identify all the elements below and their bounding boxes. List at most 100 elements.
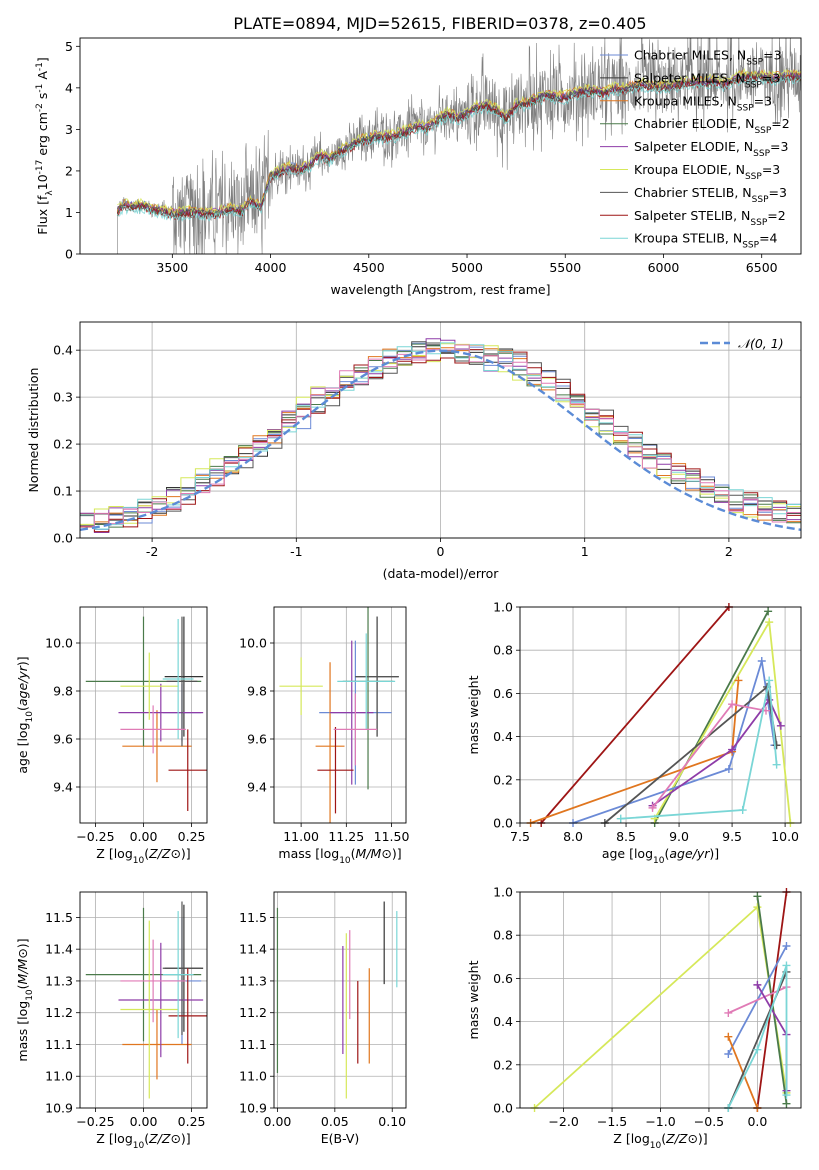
y-tick-label: 11.1: [45, 1037, 73, 1052]
y-tick-label: 11.5: [45, 910, 73, 925]
y-axis-label-part: 10: [25, 711, 35, 723]
y-tick-label: 0.8: [493, 928, 513, 943]
residual-histogram-panel: -2 -1 0 1 2 0.0 0.1 0.2 0.3 0.4 (data-model)/error…: [26, 321, 802, 581]
grid-lines: [274, 607, 406, 823]
age-vs-metallicity-panel: −0.25 0.00 0.259.49.69.810.0Z [log10(Z/Z⊙)…: [15, 606, 208, 866]
plus-marker: [648, 803, 657, 812]
legend-label-part: =2: [767, 208, 785, 223]
x-axis-label-part: 10: [650, 1141, 662, 1151]
x-axis-label-part: Z [log: [96, 846, 132, 861]
errorbar-kroupa-miles: [122, 710, 192, 783]
y-axis-label-part: 10: [35, 174, 50, 190]
figure-title: PLATE=0894, MJD=52615, FIBERID=0378, z=0…: [233, 14, 646, 33]
axes-frame: [79, 321, 802, 539]
y-axis-label-part: (: [15, 706, 30, 711]
x-tick-label: 5000: [451, 260, 483, 275]
y-axis-label-part: A: [35, 71, 50, 84]
y-tick-label: 10.9: [239, 1101, 267, 1116]
x-axis-label: age [log10(age/yr)]: [602, 846, 719, 866]
y-tick-label: 3: [65, 122, 73, 137]
x-axis-label-part: M/M⊙: [356, 846, 392, 861]
plus-marker: [772, 741, 781, 750]
y-tick-label: 0.4: [53, 343, 73, 358]
model-line-salpeter-stelib: [116, 74, 801, 221]
x-axis-label-part: Z/Z⊙: [148, 1131, 181, 1146]
x-tick-label: 0.00: [264, 1114, 292, 1129]
axes-frame: [519, 606, 802, 824]
axes-frame: [519, 891, 802, 1109]
x-axis-label: E(B-V): [321, 1131, 360, 1146]
axes-frame: [273, 606, 407, 824]
y-axis-label-part: erg cm: [35, 112, 50, 160]
errorbar-kroupa-elodie: [279, 657, 323, 715]
y-tick-label: 9.8: [247, 684, 267, 699]
y-tick-label: 10.9: [45, 1101, 73, 1116]
x-tick-label: 10.0: [771, 829, 799, 844]
x-axis-label-part: Z [log: [613, 1131, 649, 1146]
y-tick-label: 11.3: [45, 973, 73, 988]
y-axis-label-part: )]: [15, 656, 30, 666]
mass-vs-ebv-panel: 0.00 0.05 0.10 10.9 11.0 11.1 11.2 11.3 11.4 11.5…: [239, 891, 407, 1146]
y-tick-label: 0.6: [493, 686, 513, 701]
series-line: [727, 965, 788, 1109]
legend: 𝒩(0, 1): [700, 336, 784, 351]
y-axis-label: mass weight: [466, 675, 481, 754]
errorbar-kroupa-elodie: [120, 920, 179, 1099]
x-tick-label: 6500: [746, 260, 778, 275]
y-tick-label: 11.4: [45, 942, 73, 957]
y-tick-label: 0.4: [493, 729, 513, 744]
x-axis-label-part: )]: [181, 1131, 191, 1146]
y-tick-label: 11.2: [45, 1005, 73, 1020]
y-tick-label: 11.5: [239, 910, 267, 925]
mass-weight-lines: [526, 603, 795, 827]
y-tick-label: 0.3: [53, 390, 73, 405]
x-axis-label-part: age/yr: [669, 846, 710, 861]
histogram-salpeter-elodie: [80, 338, 801, 533]
error-bars: [279, 607, 399, 823]
y-axis-label: mass weight: [466, 960, 481, 1039]
legend-label-part: Salpeter MILES, N: [634, 70, 745, 85]
plus-marker: [724, 1050, 733, 1058]
plus-marker: [728, 745, 737, 754]
plus-marker: [616, 814, 625, 823]
y-tick-label: 2: [65, 163, 73, 178]
y-tick-label: 0: [65, 247, 73, 262]
age-vs-mass-panel: 11.00 11.25 11.50 9.4 9.6 9.8 10.0 mass [log10(…: [239, 606, 409, 866]
x-tick-label: 9.0: [669, 829, 689, 844]
y-tick-label: 0.0: [53, 531, 73, 546]
legend-label-part: =3: [762, 162, 780, 177]
grid-lines: [274, 892, 406, 1109]
mass-weight-lines: [530, 888, 791, 1112]
legend-label: Salpeter STELIB, NSSP=2: [634, 208, 786, 228]
errorbar-chabrier-stelib: [166, 616, 198, 747]
x-axis-label-part: )]: [698, 1131, 708, 1146]
series-chabrier-miles: [569, 657, 779, 827]
y-tick-label: 0.0: [493, 816, 513, 831]
plus-marker: [772, 760, 781, 769]
x-tick-label: −2.0: [548, 1114, 578, 1129]
y-tick-label: 0.4: [493, 1014, 513, 1029]
y-tick-label: 11.0: [45, 1069, 73, 1084]
x-axis-label: mass [log10(M/M⊙)]: [278, 846, 401, 866]
legend-label-part: Kroupa STELIB, N: [634, 231, 742, 246]
spectrum-panel: 3500 4000 4500 5000 5500 6000 6500 0 1 2 3 4 5 wavele…: [35, 37, 802, 297]
y-axis-label-part: -17: [35, 160, 45, 175]
x-axis-label-part: (: [661, 1131, 666, 1146]
y-tick-label: 9.4: [53, 780, 73, 795]
y-tick-label: 0.2: [53, 437, 73, 452]
legend-label: Kroupa MILES, NSSP=3: [634, 93, 772, 113]
y-tick-label: 1.0: [493, 885, 513, 900]
errorbar-pink: [120, 939, 186, 1023]
y-tick-label: 4: [65, 80, 73, 95]
x-tick-label: 1: [581, 544, 589, 559]
plus-marker: [765, 676, 774, 685]
legend-label: Chabrier STELIB, NSSP=3: [634, 185, 787, 205]
series-line: [651, 698, 782, 807]
errorbar-salpeter-elodie: [118, 942, 204, 1058]
axes-frame: [273, 891, 407, 1109]
series-line: [653, 619, 792, 824]
x-axis-label-part: Z/Z⊙: [665, 1131, 698, 1146]
x-tick-label: −0.25: [76, 829, 114, 844]
x-axis-label-part: (: [351, 846, 356, 861]
y-tick-label: 1: [65, 205, 73, 220]
